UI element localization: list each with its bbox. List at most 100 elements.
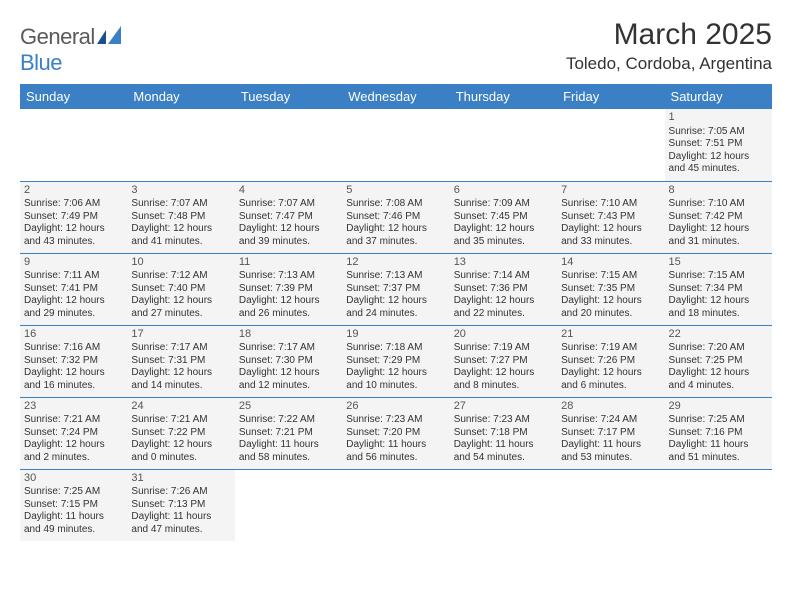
calendar-empty-cell — [235, 469, 342, 541]
day-number: 11 — [239, 256, 338, 270]
weekday-header: Wednesday — [342, 84, 449, 109]
day-info-line: and 20 minutes. — [561, 308, 660, 321]
day-info-line: Daylight: 12 hours — [24, 223, 123, 236]
day-info-line: Daylight: 12 hours — [346, 223, 445, 236]
calendar-day-cell: 4Sunrise: 7:07 AMSunset: 7:47 PMDaylight… — [235, 181, 342, 253]
day-info-line: and 18 minutes. — [669, 308, 768, 321]
calendar-day-cell: 13Sunrise: 7:14 AMSunset: 7:36 PMDayligh… — [450, 253, 557, 325]
calendar-week-row: 9Sunrise: 7:11 AMSunset: 7:41 PMDaylight… — [20, 253, 772, 325]
day-info-line: Sunrise: 7:08 AM — [346, 198, 445, 211]
day-info-line: Sunrise: 7:10 AM — [669, 198, 768, 211]
day-info-line: Sunrise: 7:25 AM — [24, 486, 123, 499]
calendar-empty-cell — [20, 109, 127, 181]
day-info-line: and 45 minutes. — [669, 163, 768, 176]
day-info-line: Daylight: 12 hours — [561, 295, 660, 308]
day-info-line: Sunrise: 7:12 AM — [131, 270, 230, 283]
day-info-line: and 31 minutes. — [669, 236, 768, 249]
day-info-line: Sunset: 7:15 PM — [24, 499, 123, 512]
day-info-line: Daylight: 11 hours — [346, 439, 445, 452]
calendar-day-cell: 23Sunrise: 7:21 AMSunset: 7:24 PMDayligh… — [20, 397, 127, 469]
day-info-line: Sunset: 7:27 PM — [454, 355, 553, 368]
title-block: March 2025 Toledo, Cordoba, Argentina — [566, 18, 772, 74]
day-info-line: and 51 minutes. — [669, 452, 768, 465]
day-info-line: and 56 minutes. — [346, 452, 445, 465]
logo-text-1: General — [20, 24, 95, 49]
calendar-day-cell: 12Sunrise: 7:13 AMSunset: 7:37 PMDayligh… — [342, 253, 449, 325]
day-info-line: Daylight: 12 hours — [561, 367, 660, 380]
day-info-line: Daylight: 12 hours — [131, 367, 230, 380]
day-info-line: and 39 minutes. — [239, 236, 338, 249]
day-info-line: Sunrise: 7:21 AM — [131, 414, 230, 427]
day-info-line: Sunset: 7:39 PM — [239, 283, 338, 296]
day-info-line: Sunrise: 7:14 AM — [454, 270, 553, 283]
day-number: 6 — [454, 184, 553, 198]
day-info-line: Sunset: 7:17 PM — [561, 427, 660, 440]
calendar-day-cell: 5Sunrise: 7:08 AMSunset: 7:46 PMDaylight… — [342, 181, 449, 253]
day-info-line: and 0 minutes. — [131, 452, 230, 465]
day-info-line: Sunrise: 7:19 AM — [561, 342, 660, 355]
calendar-week-row: 2Sunrise: 7:06 AMSunset: 7:49 PMDaylight… — [20, 181, 772, 253]
day-info-line: Sunrise: 7:16 AM — [24, 342, 123, 355]
day-info-line: Daylight: 11 hours — [561, 439, 660, 452]
day-info-line: Sunrise: 7:26 AM — [131, 486, 230, 499]
day-info-line: and 2 minutes. — [24, 452, 123, 465]
day-info-line: and 37 minutes. — [346, 236, 445, 249]
day-info-line: Sunrise: 7:05 AM — [669, 126, 768, 139]
day-info-line: Daylight: 11 hours — [131, 511, 230, 524]
day-info-line: and 26 minutes. — [239, 308, 338, 321]
day-info-line: and 47 minutes. — [131, 524, 230, 537]
day-info-line: Sunrise: 7:23 AM — [346, 414, 445, 427]
day-info-line: Daylight: 12 hours — [346, 367, 445, 380]
calendar-day-cell: 30Sunrise: 7:25 AMSunset: 7:15 PMDayligh… — [20, 469, 127, 541]
weekday-header: Sunday — [20, 84, 127, 109]
day-number: 25 — [239, 400, 338, 414]
day-info-line: Sunset: 7:16 PM — [669, 427, 768, 440]
header: GeneralBlue March 2025 Toledo, Cordoba, … — [20, 18, 772, 76]
day-info-line: Sunrise: 7:18 AM — [346, 342, 445, 355]
day-info-line: Sunrise: 7:13 AM — [239, 270, 338, 283]
day-info-line: and 24 minutes. — [346, 308, 445, 321]
day-info-line: Sunset: 7:20 PM — [346, 427, 445, 440]
calendar-week-row: 1Sunrise: 7:05 AMSunset: 7:51 PMDaylight… — [20, 109, 772, 181]
day-info-line: Sunset: 7:32 PM — [24, 355, 123, 368]
day-info-line: Sunrise: 7:10 AM — [561, 198, 660, 211]
logo-text-2: Blue — [20, 50, 62, 75]
day-number: 22 — [669, 328, 768, 342]
page-title: March 2025 — [566, 18, 772, 52]
day-number: 7 — [561, 184, 660, 198]
day-number: 4 — [239, 184, 338, 198]
day-info-line: Daylight: 11 hours — [24, 511, 123, 524]
day-number: 18 — [239, 328, 338, 342]
day-number: 31 — [131, 472, 230, 486]
day-info-line: Daylight: 12 hours — [454, 295, 553, 308]
calendar-day-cell: 26Sunrise: 7:23 AMSunset: 7:20 PMDayligh… — [342, 397, 449, 469]
day-number: 20 — [454, 328, 553, 342]
day-info-line: Sunset: 7:47 PM — [239, 211, 338, 224]
calendar-day-cell: 22Sunrise: 7:20 AMSunset: 7:25 PMDayligh… — [665, 325, 772, 397]
day-info-line: Daylight: 12 hours — [454, 223, 553, 236]
weekday-header: Thursday — [450, 84, 557, 109]
calendar-empty-cell — [665, 469, 772, 541]
day-info-line: and 27 minutes. — [131, 308, 230, 321]
day-number: 14 — [561, 256, 660, 270]
day-info-line: Daylight: 12 hours — [346, 295, 445, 308]
day-info-line: Daylight: 12 hours — [669, 151, 768, 164]
day-number: 15 — [669, 256, 768, 270]
day-info-line: Daylight: 12 hours — [131, 295, 230, 308]
day-info-line: Sunset: 7:24 PM — [24, 427, 123, 440]
day-info-line: Daylight: 11 hours — [454, 439, 553, 452]
day-info-line: Sunrise: 7:20 AM — [669, 342, 768, 355]
day-info-line: and 41 minutes. — [131, 236, 230, 249]
calendar-header-row: SundayMondayTuesdayWednesdayThursdayFrid… — [20, 84, 772, 109]
day-info-line: Sunset: 7:43 PM — [561, 211, 660, 224]
day-info-line: Sunrise: 7:23 AM — [454, 414, 553, 427]
day-info-line: Daylight: 12 hours — [24, 367, 123, 380]
day-number: 19 — [346, 328, 445, 342]
day-info-line: Daylight: 12 hours — [669, 367, 768, 380]
logo-text: GeneralBlue — [20, 24, 123, 76]
calendar-empty-cell — [557, 469, 664, 541]
calendar-week-row: 16Sunrise: 7:16 AMSunset: 7:32 PMDayligh… — [20, 325, 772, 397]
calendar-day-cell: 14Sunrise: 7:15 AMSunset: 7:35 PMDayligh… — [557, 253, 664, 325]
day-info-line: Daylight: 12 hours — [669, 223, 768, 236]
day-info-line: Sunset: 7:40 PM — [131, 283, 230, 296]
